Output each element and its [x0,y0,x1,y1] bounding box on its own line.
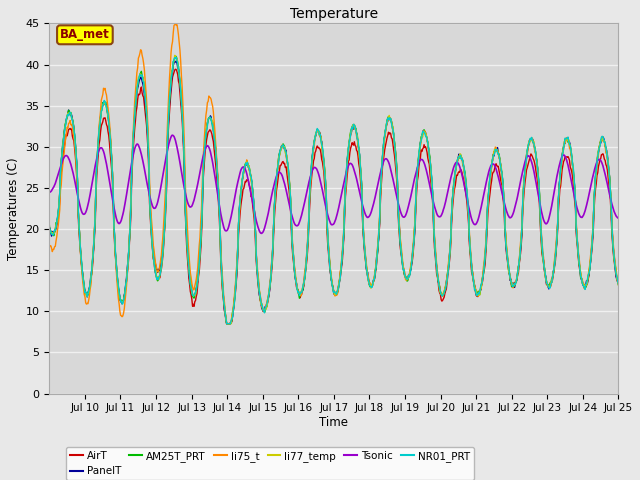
Tsonic [169,132,177,138]
Title: Temperature: Temperature [290,7,378,21]
PanelT [394,201,402,206]
li77_temp [45,226,53,231]
li77_temp [426,157,434,163]
li75_t [394,201,402,207]
Line: AM25T_PRT: AM25T_PRT [49,56,618,324]
li75_t [268,256,276,262]
li75_t [218,260,225,266]
AirT [614,279,622,285]
NR01_PRT [112,260,120,266]
PanelT [246,171,254,177]
li75_t [426,160,434,166]
AM25T_PRT [268,259,276,264]
Y-axis label: Temperatures (C): Temperatures (C) [7,157,20,260]
Line: li77_temp: li77_temp [49,55,618,324]
li77_temp [171,52,179,58]
PanelT [218,264,225,270]
AirT [218,273,225,278]
Legend: AirT, PanelT, AM25T_PRT, li75_t, li77_temp, Tsonic, NR01_PRT: AirT, PanelT, AM25T_PRT, li75_t, li77_te… [66,447,474,480]
AM25T_PRT [172,53,179,59]
NR01_PRT [172,55,180,60]
Tsonic [246,184,253,190]
AirT [172,66,179,72]
AirT [112,262,120,268]
NR01_PRT [426,157,434,163]
NR01_PRT [268,257,276,263]
Line: li75_t: li75_t [49,24,618,324]
AM25T_PRT [614,282,622,288]
Tsonic [426,184,434,190]
AirT [223,321,230,326]
NR01_PRT [394,204,402,209]
PanelT [268,257,276,263]
PanelT [614,281,622,287]
PanelT [45,224,53,230]
li77_temp [218,267,225,273]
AM25T_PRT [218,267,225,273]
li75_t [223,321,230,326]
AM25T_PRT [112,261,120,266]
li77_temp [394,202,402,208]
PanelT [172,58,180,64]
li75_t [112,265,120,271]
Tsonic [614,216,622,221]
li75_t [45,242,53,248]
li77_temp [223,321,231,326]
Tsonic [394,200,402,206]
X-axis label: Time: Time [319,416,348,429]
li77_temp [614,282,622,288]
NR01_PRT [223,321,230,326]
AirT [394,209,402,215]
Tsonic [112,215,120,220]
AirT [426,171,434,177]
Tsonic [268,191,276,197]
AirT [246,186,254,192]
NR01_PRT [614,281,622,287]
Line: AirT: AirT [49,69,618,324]
li77_temp [268,261,276,266]
NR01_PRT [218,266,225,272]
Text: BA_met: BA_met [60,28,110,41]
PanelT [112,258,120,264]
AM25T_PRT [246,171,254,177]
AirT [45,225,53,230]
li75_t [172,21,179,27]
AM25T_PRT [426,155,434,161]
AM25T_PRT [45,222,53,228]
AM25T_PRT [223,321,231,326]
PanelT [426,156,434,162]
NR01_PRT [246,173,254,179]
Tsonic [258,230,266,236]
Tsonic [45,189,53,195]
AirT [268,264,276,270]
PanelT [223,321,230,326]
AM25T_PRT [394,203,402,208]
li77_temp [112,260,120,266]
Line: NR01_PRT: NR01_PRT [49,58,618,324]
Line: PanelT: PanelT [49,61,618,324]
NR01_PRT [45,225,53,230]
li75_t [614,281,622,287]
Line: Tsonic: Tsonic [49,135,618,233]
li75_t [246,173,254,179]
li77_temp [246,170,254,176]
Tsonic [218,215,225,220]
